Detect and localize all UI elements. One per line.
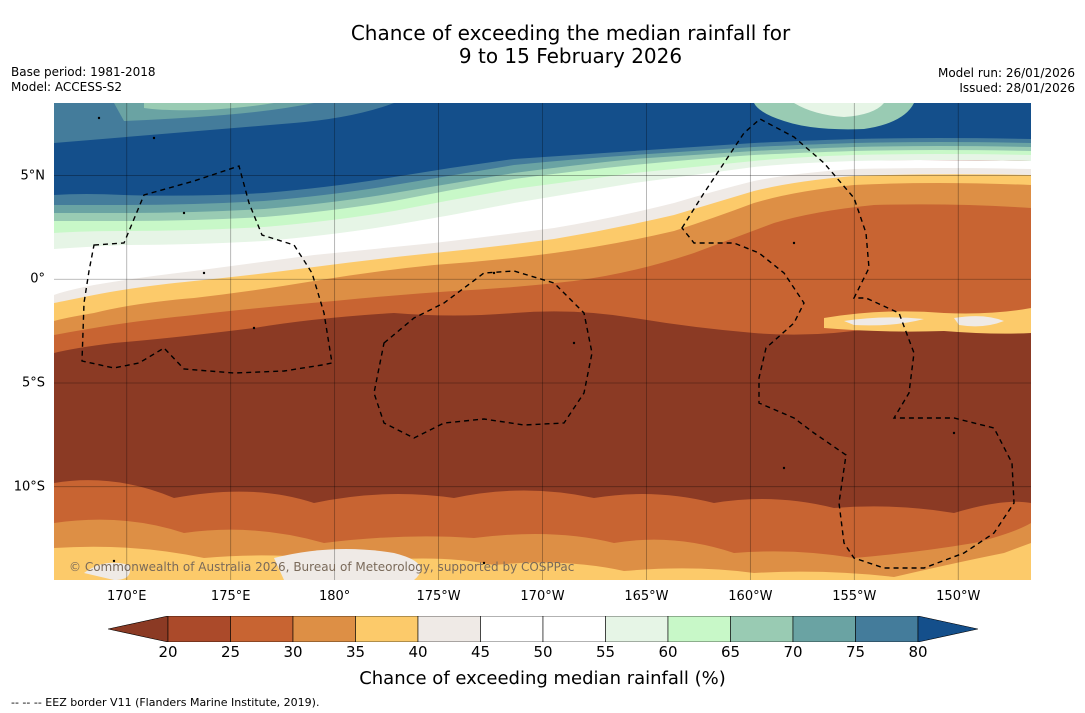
colorbar-tick-label: 75: [845, 643, 866, 661]
colorbar-high-extend: [917, 616, 978, 642]
band-pale-green: [54, 152, 1031, 249]
colorbar-segment: [855, 616, 919, 642]
patch-south-light: [274, 549, 421, 580]
streak-east-white: [844, 316, 1004, 327]
colorbar-tick-label: 65: [720, 643, 741, 661]
colorbar-tick-label: 20: [158, 643, 178, 661]
eez-borders: [81, 118, 1015, 569]
island: [202, 271, 206, 275]
colorbar-segment: [667, 616, 731, 642]
copyright-notice: © Commonwealth of Australia 2026, Bureau…: [69, 560, 575, 574]
band-eq-white: [54, 160, 1031, 295]
eez-footnote: -- -- -- EEZ border V11 (Flanders Marine…: [11, 696, 320, 709]
meta-right: Model run: 26/01/2026 Issued: 28/01/2026: [938, 66, 1075, 96]
island: [152, 136, 156, 140]
colorbar-segment: [792, 616, 856, 642]
colorbar-segment: [730, 616, 794, 642]
colorbar-tick-label: 25: [220, 643, 241, 661]
colorbar-segment: [542, 616, 606, 642]
rainfall-map: © Commonwealth of Australia 2026, Bureau…: [54, 103, 1031, 580]
colorbar-segment: [355, 616, 419, 642]
colorbar-tick-label: 30: [283, 643, 303, 661]
island: [952, 431, 956, 435]
latitude-label: 0°: [30, 271, 45, 287]
patch-northeast-light: [794, 103, 884, 117]
streak-east-light: [824, 308, 1031, 334]
band-navy: [54, 103, 1031, 196]
longitude-label: 170°W: [520, 589, 565, 604]
band-eq-light: [54, 166, 1031, 303]
island: [182, 211, 186, 215]
title-line-1: Chance of exceeding the median rainfall …: [350, 21, 791, 45]
colorbar-tick-label: 50: [533, 643, 553, 661]
longitude-label: 175°E: [210, 589, 251, 604]
island: [112, 559, 116, 563]
longitude-label: 160°W: [728, 589, 773, 604]
title-line-2: 9 to 15 February 2026: [458, 44, 683, 68]
band-eq-yellow: [54, 171, 1031, 321]
colorbar-segment: [167, 616, 231, 642]
colorbar-segment: [417, 616, 481, 642]
map-canvas: [54, 103, 1031, 580]
longitude-label: 175°W: [416, 589, 461, 604]
island: [252, 326, 256, 330]
island: [97, 116, 101, 120]
longitude-label: 170°E: [106, 589, 147, 604]
island: [572, 341, 576, 345]
islands: [97, 116, 956, 565]
meta-left: Base period: 1981-2018 Model: ACCESS-S2: [11, 65, 156, 95]
colorbar-tick-label: 45: [470, 643, 491, 661]
issued-date: Issued: 28/01/2026: [959, 81, 1075, 95]
longitude-label: 150°W: [936, 589, 981, 604]
longitude-label: 180°: [318, 589, 351, 604]
eez-border-line-islands: [681, 118, 1015, 569]
colorbar-tick-label: 55: [595, 643, 616, 661]
patch-south-light-2: [84, 562, 130, 580]
colorbar-tick-label: 70: [783, 643, 803, 661]
longitude-label: 165°W: [624, 589, 669, 604]
colorbar-tick-label: 80: [908, 643, 928, 661]
island: [782, 466, 786, 470]
patch-north-green: [144, 103, 274, 111]
colorbar-segment: [605, 616, 669, 642]
eez-border-tuvalu-kiribati: [81, 165, 333, 374]
colorbar-segment: [230, 616, 294, 642]
latitude-label: 5°N: [20, 168, 46, 184]
map-title: Chance of exceeding the median rainfall …: [0, 22, 1085, 68]
island: [492, 271, 496, 275]
latitude-label: 10°S: [13, 479, 45, 495]
colorbar-tick-label: 60: [658, 643, 678, 661]
latitude-label: 5°S: [21, 375, 45, 391]
colorbar-segment: [292, 616, 356, 642]
colorbar-tick-label: 40: [408, 643, 428, 661]
island: [482, 561, 486, 565]
longitude-label: 155°W: [832, 589, 877, 604]
eez-border-phoenix: [373, 270, 593, 439]
colorbar-segment: [480, 616, 544, 642]
model-name: Model: ACCESS-S2: [11, 80, 123, 94]
base-period: Base period: 1981-2018: [11, 65, 156, 79]
island: [792, 241, 796, 245]
colorbar-segments: [108, 616, 978, 642]
model-run: Model run: 26/01/2026: [937, 66, 1075, 80]
colorbar-tick-label: 35: [345, 643, 366, 661]
band-eq-amber: [54, 178, 1031, 335]
colorbar: [108, 616, 978, 642]
colorbar-low-extend: [108, 616, 169, 642]
colorbar-label: Chance of exceeding median rainfall (%): [359, 668, 726, 689]
